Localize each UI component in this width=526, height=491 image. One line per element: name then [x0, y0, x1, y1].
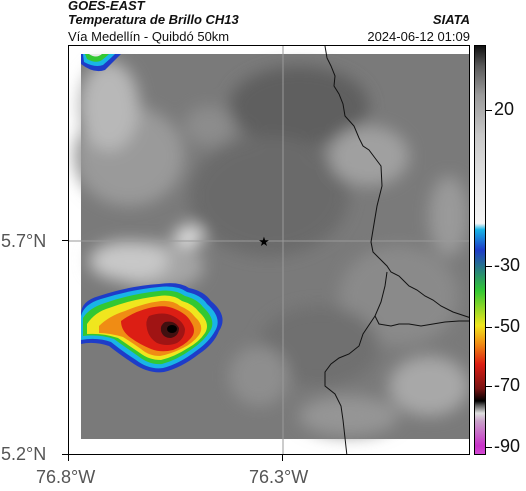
cloud-texture: [74, 61, 469, 436]
bottom-edge: [69, 439, 469, 454]
lat-label-top: 5.7°N: [1, 231, 47, 251]
org-label: SIATA: [432, 12, 470, 27]
location-label: Vía Medellín - Quibdó 50km: [68, 29, 230, 44]
map-canvas: ★: [69, 46, 469, 454]
lat-tick-top: [62, 240, 68, 241]
cbar-label-m50: -50: [494, 316, 521, 336]
lon-tick-left: [68, 455, 69, 461]
cbar-tick-m30: [486, 266, 492, 267]
cbar-tick-m50: [486, 327, 492, 328]
lon-label-right: 76.3°W: [249, 467, 309, 487]
product-title: Temperatura de Brillo CH13: [68, 12, 239, 27]
cbar-tick-20: [486, 110, 492, 111]
lat-tick-bottom: [62, 454, 68, 455]
storm-cell-small: [81, 54, 121, 72]
lat-label-bottom: 5.2°N: [1, 444, 47, 464]
cbar-tick-m70: [486, 386, 492, 387]
satellite-map: ★: [68, 45, 470, 455]
cbar-label-20: 20: [494, 99, 515, 119]
cbar-label-m70: -70: [494, 375, 521, 395]
admin-boundaries: [324, 46, 469, 454]
star-icon: ★: [258, 235, 270, 250]
lon-tick-right: [282, 455, 283, 461]
satellite-label: GOES-EAST: [68, 0, 145, 13]
storm-cell-main: [81, 283, 223, 373]
cbar-label-m90: -90: [494, 436, 521, 456]
temperature-colorbar: [474, 45, 486, 455]
datetime-label: 2024-06-12 01:09: [367, 29, 470, 44]
cbar-tick-m90: [486, 447, 492, 448]
cbar-label-m30: -30: [494, 255, 521, 275]
lon-label-left: 76.8°W: [36, 467, 96, 487]
